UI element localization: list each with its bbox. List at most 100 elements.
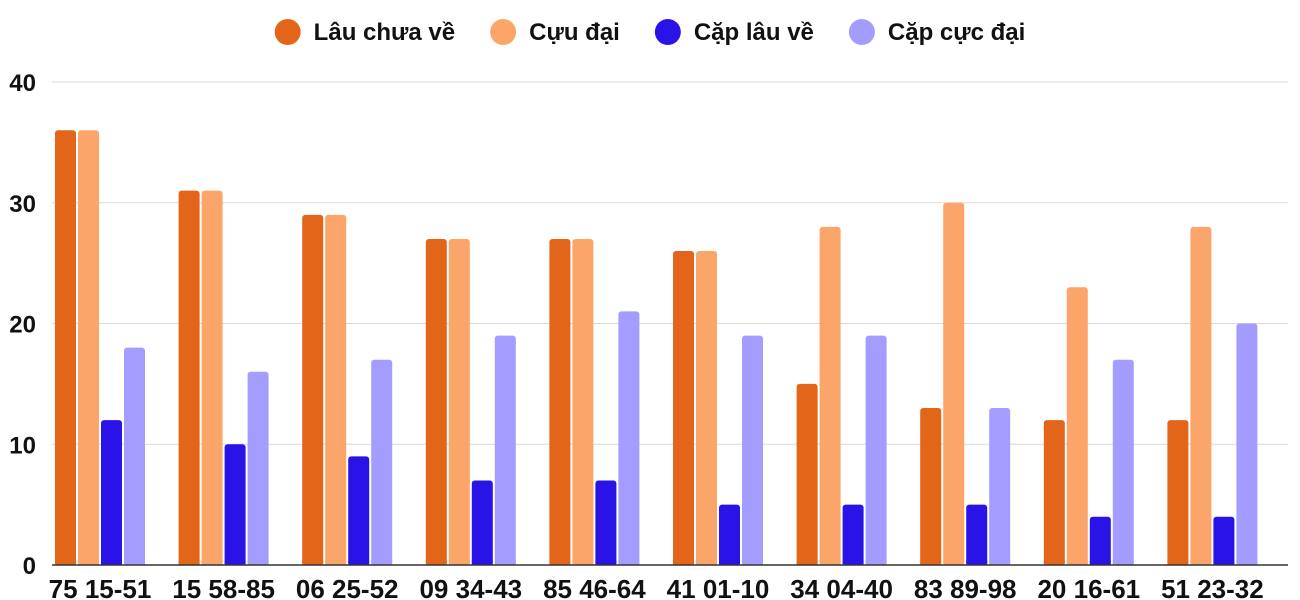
legend-item: Cựu đại (490, 19, 620, 46)
bar-group (55, 130, 145, 566)
bar (1089, 516, 1111, 565)
bar-base (471, 561, 493, 565)
bar (224, 444, 246, 565)
bar-base (302, 561, 324, 565)
bar (1236, 323, 1258, 565)
bar-base (673, 561, 694, 565)
y-tick-label: 40 (9, 70, 36, 97)
bar-base (1112, 561, 1134, 565)
bar-group (673, 251, 763, 566)
bar-base (325, 561, 347, 565)
bar-base (448, 561, 470, 565)
bar-base (124, 561, 145, 565)
bar (124, 347, 145, 565)
bar-group (425, 238, 516, 565)
bar (78, 130, 99, 566)
bar (1043, 420, 1065, 565)
bar-base (1213, 561, 1235, 565)
bar (302, 214, 324, 565)
bar-base (1190, 561, 1212, 565)
bar-base (348, 561, 370, 565)
bar-base (742, 561, 763, 565)
bar (966, 504, 988, 565)
x-tick-label: 09 34-43 (419, 574, 522, 600)
bar (989, 408, 1011, 565)
legend-swatch (490, 19, 517, 45)
bar (448, 238, 470, 565)
bar (742, 335, 763, 565)
bar-group (1167, 226, 1258, 565)
bar (595, 480, 617, 565)
bar-base (572, 561, 594, 565)
bar-base (618, 561, 640, 565)
bar-base (943, 561, 965, 565)
legend-item: Lâu chưa về (274, 19, 455, 46)
bar-group (920, 202, 1011, 565)
bar-base (796, 561, 818, 565)
legend-label: Cựu đại (529, 19, 620, 46)
x-tick-label: 20 16-61 (1037, 574, 1140, 600)
bar-group (178, 190, 269, 566)
legend-label: Cặp lâu về (694, 19, 814, 46)
bar (549, 238, 571, 565)
bar-base (1167, 561, 1189, 565)
bar-group (796, 226, 887, 565)
x-tick-label: 85 46-64 (543, 574, 646, 600)
legend-label: Cặp cực đại (888, 19, 1025, 46)
y-tick-label: 0 (23, 553, 36, 580)
bar-base (55, 561, 76, 565)
bar (1190, 226, 1212, 565)
bar-base (966, 561, 988, 565)
bars (55, 130, 1258, 566)
legend-label: Lâu chưa về (314, 19, 455, 46)
y-tick-label: 30 (9, 191, 36, 218)
bar-base (1066, 561, 1088, 565)
bar (920, 408, 942, 565)
bar (696, 251, 717, 566)
bar (1066, 287, 1088, 565)
legend-item: Cặp lâu về (654, 19, 814, 46)
bar (101, 420, 122, 565)
x-tick-label: 15 58-85 (172, 574, 275, 600)
bar (673, 251, 694, 566)
bar (1213, 516, 1235, 565)
bar (943, 202, 965, 565)
bar-base (989, 561, 1011, 565)
bar-base (78, 561, 99, 565)
legend-swatch (654, 19, 681, 45)
bar (819, 226, 841, 565)
bar-base (1089, 561, 1111, 565)
bar-group (1043, 287, 1134, 565)
x-tick-label: 75 15-51 (49, 574, 152, 600)
legend-swatch (848, 19, 875, 45)
bar (719, 504, 740, 565)
x-tick-label: 34 04-40 (790, 574, 893, 600)
bar-base (842, 561, 864, 565)
bar-group (302, 214, 393, 565)
y-tick-label: 20 (9, 312, 36, 339)
bar-base (549, 561, 571, 565)
bar-base (224, 561, 246, 565)
legend: Lâu chưa về Cựu đại Cặp lâu về Cặp cực đại (274, 19, 1025, 46)
bar (348, 456, 370, 565)
bar-base (696, 561, 717, 565)
bar (494, 335, 516, 565)
x-tick-label: 51 23-32 (1161, 574, 1264, 600)
y-tick-label: 10 (9, 432, 36, 459)
bar (1167, 420, 1189, 565)
bar-base (1236, 561, 1258, 565)
bar-base (920, 561, 942, 565)
bar (425, 238, 447, 565)
bar-base (1043, 561, 1065, 565)
bar-base (247, 561, 269, 565)
bar (1112, 359, 1134, 565)
bar-base (494, 561, 516, 565)
bar-base (371, 561, 393, 565)
bar (796, 383, 818, 565)
y-axis: 0 10 20 30 40 (9, 70, 36, 580)
legend-item: Cặp cực đại (848, 19, 1025, 46)
bar-base (425, 561, 447, 565)
legend-swatch (274, 19, 301, 45)
x-tick-label: 06 25-52 (296, 574, 399, 600)
